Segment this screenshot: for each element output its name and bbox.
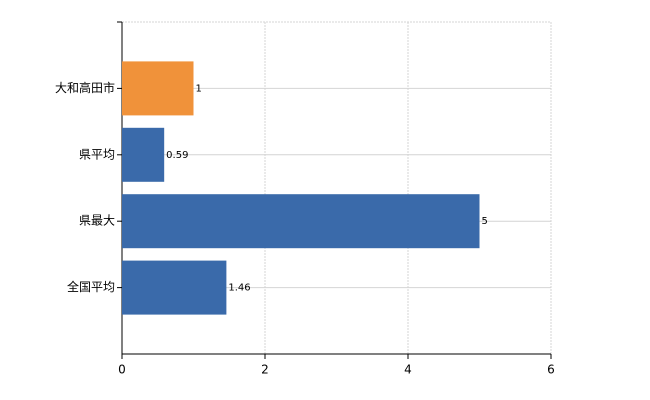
y-tick-label: 県最大 [79,214,115,228]
bar [122,61,194,116]
x-tick-label: 2 [261,363,269,377]
x-tick-label: 4 [404,363,412,377]
value-label: 0.59 [166,150,188,161]
y-tick-label: 県平均 [79,147,115,161]
value-label: 1 [196,83,202,94]
x-tick-label: 0 [118,363,126,377]
bar [122,260,227,315]
y-tick-label: 全国平均 [67,279,115,294]
bar [122,127,165,182]
value-label: 5 [482,216,488,227]
bar [122,194,480,249]
x-tick-label: 6 [547,363,555,377]
value-label: 1.46 [228,283,250,294]
y-tick-label: 大和高田市 [55,80,115,95]
